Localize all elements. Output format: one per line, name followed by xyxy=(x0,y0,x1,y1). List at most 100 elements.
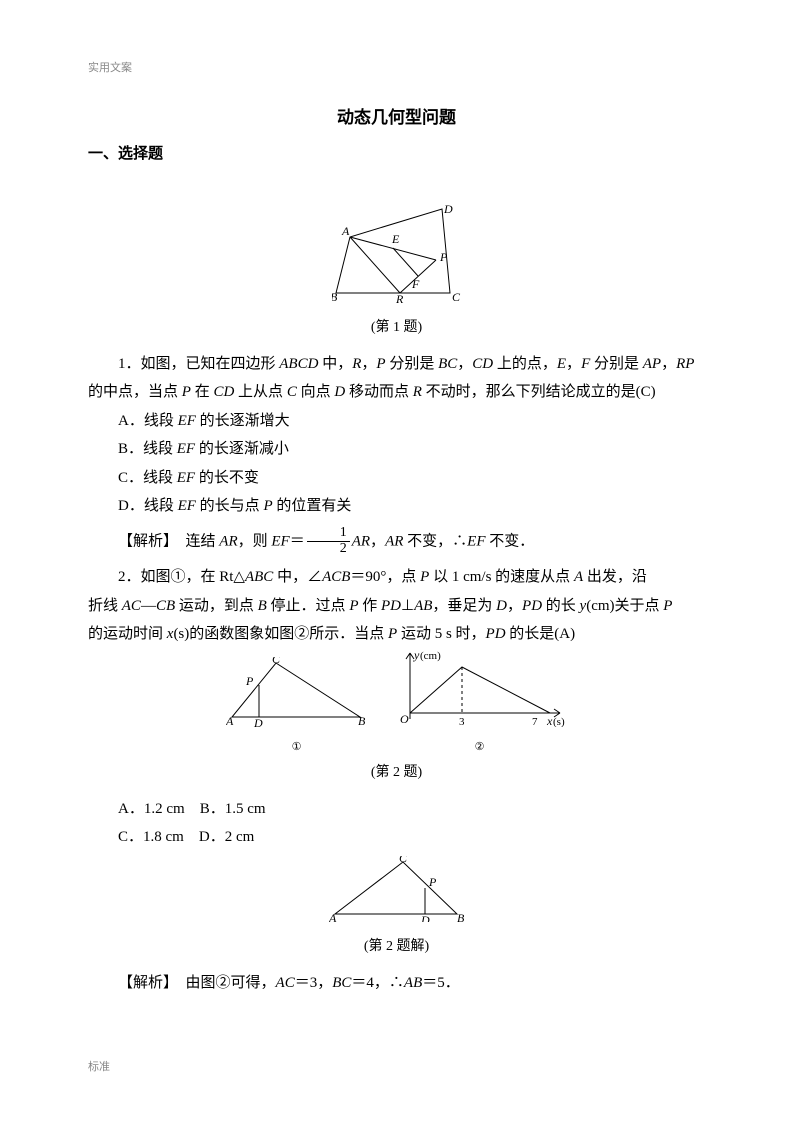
var-ef: EF xyxy=(178,498,196,514)
text: (cm)关于点 xyxy=(586,598,663,614)
q2-right-svg: y(cm) x(s) O 3 7 xyxy=(392,649,568,727)
tail: 的长逐渐减小 xyxy=(195,441,289,457)
var-e: E xyxy=(557,356,566,372)
analysis-label: 【解析】 xyxy=(118,975,171,991)
svg-text:(s): (s) xyxy=(553,716,565,727)
var-ac: AC xyxy=(122,598,141,614)
var-c: C xyxy=(287,384,297,400)
var-ar: AR xyxy=(219,534,237,550)
text: ＝ xyxy=(290,534,305,550)
svg-text:7: 7 xyxy=(532,716,538,727)
q1-figure: A B C D E F P R xyxy=(88,203,705,314)
text: 折线 xyxy=(88,598,122,614)
var-ap: AP xyxy=(643,356,661,372)
q1-stem-line1: 1．如图，已知在四边形 ABCD 中，R，P 分别是 BC，CD 上的点，E，F… xyxy=(88,350,705,379)
q2-figures: A B C P D ① y(cm) x(s) O xyxy=(88,649,705,758)
text: ＝4，∴ xyxy=(351,975,404,991)
text: 中， xyxy=(318,356,352,372)
tail: 的长与点 xyxy=(196,498,264,514)
svg-text:E: E xyxy=(391,232,400,246)
q1-option-b: B．线段 EF 的长逐渐减小 xyxy=(88,435,705,464)
text: ， xyxy=(457,356,472,372)
text: 不变，∴ xyxy=(403,534,467,550)
svg-text:D: D xyxy=(253,716,263,727)
label: A．线段 xyxy=(118,413,178,429)
analysis-label: 【解析】 xyxy=(118,534,171,550)
tail: 的长不变 xyxy=(195,470,259,486)
var-ef: EF xyxy=(177,470,195,486)
text: 1．如图，已知在四边形 xyxy=(118,356,279,372)
text: 分别是 xyxy=(386,356,439,372)
q1-option-d: D．线段 EF 的长与点 P 的位置有关 xyxy=(88,492,705,521)
q2-option-b: B．1.5 cm xyxy=(200,801,266,817)
page-title: 动态几何型问题 xyxy=(88,102,705,134)
var-cb: CB xyxy=(156,598,175,614)
svg-text:P: P xyxy=(428,875,437,889)
q2-options-row1: A．1.2 cm B．1.5 cm xyxy=(88,795,705,824)
q1-diagram-svg: A B C D E F P R xyxy=(332,203,462,303)
var-ef: EF xyxy=(271,534,289,550)
svg-text:y: y xyxy=(413,649,420,662)
text: ⊥ xyxy=(401,598,414,614)
var-cd: CD xyxy=(213,384,234,400)
text: 的长 xyxy=(542,598,580,614)
text: 停止．过点 xyxy=(267,598,350,614)
var-pd: PD xyxy=(486,626,506,642)
denominator: 2 xyxy=(307,542,350,557)
var-r: R xyxy=(352,356,361,372)
numerator: 1 xyxy=(307,526,350,542)
tail: 的长逐渐增大 xyxy=(196,413,290,429)
var-b: B xyxy=(258,598,267,614)
q2sol-figure: A B C P D xyxy=(88,856,705,933)
var-p: P xyxy=(420,569,429,585)
text: 由图②可得， xyxy=(171,975,276,991)
var-ef: EF xyxy=(467,534,485,550)
var-p: P xyxy=(663,598,672,614)
var-ar: AR xyxy=(385,534,403,550)
svg-text:P: P xyxy=(439,250,448,264)
svg-text:C: C xyxy=(399,856,408,865)
text: 的长是(A) xyxy=(506,626,576,642)
text: 以 1 cm/s 的速度从点 xyxy=(429,569,574,585)
q2sol-caption: (第 2 题解) xyxy=(88,934,705,961)
var-ab: AB xyxy=(404,975,422,991)
q2-options-row2: C．1.8 cm D．2 cm xyxy=(88,823,705,852)
text: 移动而点 xyxy=(345,384,413,400)
var-ef: EF xyxy=(177,441,195,457)
svg-text:R: R xyxy=(395,292,404,303)
svg-text:B: B xyxy=(332,290,338,303)
q2-stem-line3: 的运动时间 x(s)的函数图象如图②所示．当点 P 运动 5 s 时，PD 的长… xyxy=(88,620,705,649)
var-abc: ABC xyxy=(245,569,273,585)
var-f: F xyxy=(581,356,590,372)
text: 出发，沿 xyxy=(583,569,647,585)
q1-option-a: A．线段 EF 的长逐渐增大 xyxy=(88,407,705,436)
label: D．线段 xyxy=(118,498,178,514)
text: (s)的函数图象如图②所示．当点 xyxy=(173,626,388,642)
q2-stem-line2: 折线 AC—CB 运动，到点 B 停止．过点 P 作 PD⊥AB，垂足为 D，P… xyxy=(88,592,705,621)
text: 上从点 xyxy=(234,384,287,400)
text: 不动时，那么下列结论成立的是(C) xyxy=(422,384,656,400)
var-cd: CD xyxy=(472,356,493,372)
var-pd: PD xyxy=(522,598,542,614)
svg-text:C: C xyxy=(452,290,461,303)
var-bc: BC xyxy=(438,356,457,372)
text: ， xyxy=(361,356,376,372)
section-heading: 一、选择题 xyxy=(88,140,705,169)
text: 作 xyxy=(358,598,381,614)
text: ， xyxy=(507,598,522,614)
var-p: P xyxy=(182,384,191,400)
text: 连结 xyxy=(171,534,220,550)
svg-text:(cm): (cm) xyxy=(420,650,441,662)
label: B．线段 xyxy=(118,441,177,457)
var-pd: PD xyxy=(381,598,401,614)
q1-stem-line2: 的中点，当点 P 在 CD 上从点 C 向点 D 移动而点 R 不动时，那么下列… xyxy=(88,378,705,407)
text: ＝5． xyxy=(422,975,460,991)
var-p: P xyxy=(388,626,397,642)
var-p: P xyxy=(263,498,272,514)
var-d: D xyxy=(496,598,507,614)
fraction-half: 12 xyxy=(307,526,350,556)
var-ab: AB xyxy=(414,598,432,614)
var-bc: BC xyxy=(332,975,351,991)
text: 2．如图①，在 Rt△ xyxy=(118,569,245,585)
svg-text:3: 3 xyxy=(459,716,465,727)
